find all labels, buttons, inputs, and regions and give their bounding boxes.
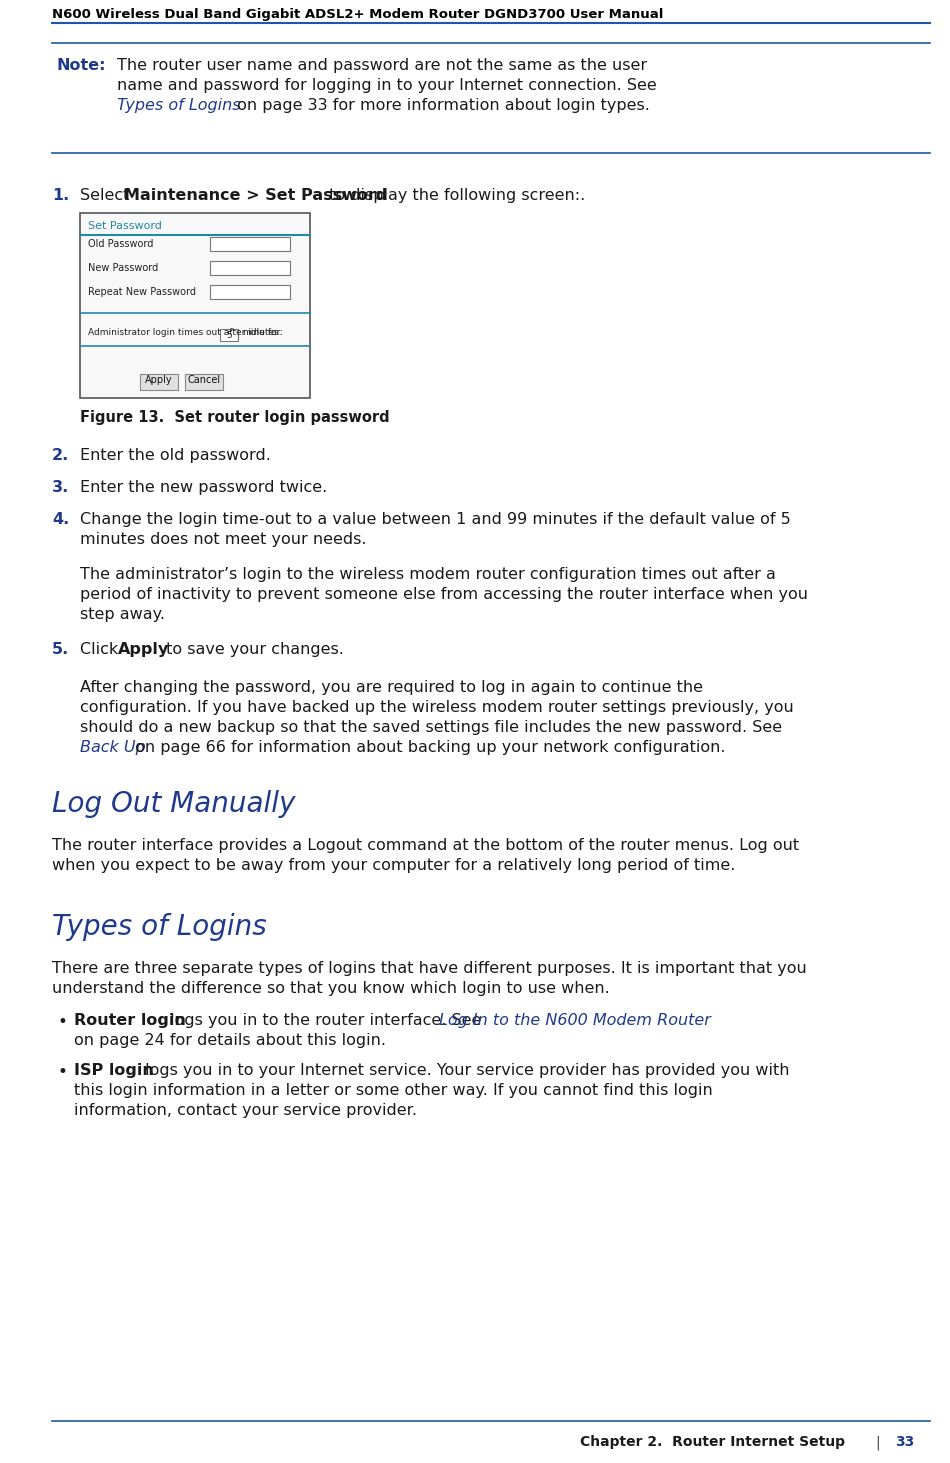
Text: The router user name and password are not the same as the user: The router user name and password are no… [117,59,647,73]
Text: on page 24 for details about this login.: on page 24 for details about this login. [74,1033,386,1048]
Text: should do a new backup so that the saved settings file includes the new password: should do a new backup so that the saved… [80,720,782,734]
Text: 3.: 3. [52,480,69,494]
Text: ISP login: ISP login [74,1064,154,1078]
Text: 4.: 4. [52,512,69,527]
Text: •: • [57,1064,67,1081]
Text: Enter the old password.: Enter the old password. [80,448,271,462]
Bar [210,285,290,298]
Text: Log Out Manually: Log Out Manually [52,790,295,818]
Text: Apply: Apply [118,642,169,657]
Text: There are three separate types of logins that have different purposes. It is imp: There are three separate types of logins… [52,961,807,976]
Bar [80,214,310,398]
Text: step away.: step away. [80,607,165,622]
Text: New Password: New Password [88,263,159,274]
Text: Note:: Note: [57,59,106,73]
Text: this login information in a letter or some other way. If you cannot find this lo: this login information in a letter or so… [74,1083,713,1099]
Text: Repeat New Password: Repeat New Password [88,287,196,297]
Text: 5.: 5. [52,642,69,657]
Text: when you expect to be away from your computer for a relatively long period of ti: when you expect to be away from your com… [52,857,735,873]
Text: After changing the password, you are required to log in again to continue the: After changing the password, you are req… [80,680,703,695]
Text: Cancel: Cancel [187,375,220,385]
Text: Types of Logins: Types of Logins [52,913,267,941]
Text: 5: 5 [226,331,232,339]
Text: logs you in to your Internet service. Your service provider has provided you wit: logs you in to your Internet service. Yo… [140,1064,789,1078]
Text: 2.: 2. [52,448,69,462]
Text: configuration. If you have backed up the wireless modem router settings previous: configuration. If you have backed up the… [80,699,794,715]
Text: Apply: Apply [145,375,173,385]
Text: information, contact your service provider.: information, contact your service provid… [74,1103,417,1118]
Bar [185,375,223,391]
Text: Old Password: Old Password [88,238,153,249]
Text: on page 33 for more information about login types.: on page 33 for more information about lo… [232,98,650,113]
Text: Back Up: Back Up [80,740,145,755]
Text: •: • [57,1012,67,1031]
Text: Set Password: Set Password [88,221,162,231]
Text: Maintenance > Set Password: Maintenance > Set Password [124,189,388,203]
Text: Select: Select [80,189,135,203]
Bar [210,260,290,275]
Bar [140,375,178,391]
Text: understand the difference so that you know which login to use when.: understand the difference so that you kn… [52,982,610,996]
Text: to display the following screen:.: to display the following screen:. [324,189,585,203]
Text: 33: 33 [895,1435,915,1448]
Text: N600 Wireless Dual Band Gigabit ADSL2+ Modem Router DGND3700 User Manual: N600 Wireless Dual Band Gigabit ADSL2+ M… [52,7,663,20]
Bar [220,329,238,341]
Text: minutes does not meet your needs.: minutes does not meet your needs. [80,533,367,547]
Text: on page 66 for information about backing up your network configuration.: on page 66 for information about backing… [130,740,726,755]
Text: Administrator login times out after idle for:: Administrator login times out after idle… [88,328,283,336]
Text: period of inactivity to prevent someone else from accessing the router interface: period of inactivity to prevent someone … [80,587,808,601]
Text: The router interface provides a Logout command at the bottom of the router menus: The router interface provides a Logout c… [52,838,799,853]
Text: logs you in to the router interface. See: logs you in to the router interface. See [165,1012,486,1028]
Text: The administrator’s login to the wireless modem router configuration times out a: The administrator’s login to the wireles… [80,568,776,582]
Text: Figure 13.  Set router login password: Figure 13. Set router login password [80,410,389,424]
Text: 1.: 1. [52,189,69,203]
Text: to save your changes.: to save your changes. [161,642,344,657]
Text: Types of Logins: Types of Logins [117,98,240,113]
Text: Router login: Router login [74,1012,186,1028]
Text: Enter the new password twice.: Enter the new password twice. [80,480,327,494]
Text: Click: Click [80,642,124,657]
Bar [210,237,290,252]
Text: minutes.: minutes. [242,328,281,336]
Text: Change the login time-out to a value between 1 and 99 minutes if the default val: Change the login time-out to a value bet… [80,512,790,527]
Text: |: | [876,1435,881,1450]
Text: name and password for logging in to your Internet connection. See: name and password for logging in to your… [117,78,656,94]
Text: Log In to the N600 Modem Router: Log In to the N600 Modem Router [439,1012,711,1028]
Text: Chapter 2.  Router Internet Setup: Chapter 2. Router Internet Setup [580,1435,845,1448]
